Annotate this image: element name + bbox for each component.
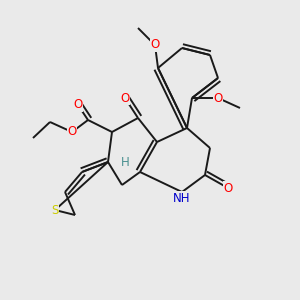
Text: O: O: [224, 182, 232, 194]
Text: O: O: [74, 98, 82, 112]
Text: NH: NH: [173, 191, 191, 205]
Text: O: O: [120, 92, 130, 104]
Text: S: S: [51, 203, 59, 217]
Text: O: O: [213, 92, 223, 104]
Text: O: O: [150, 38, 160, 52]
Text: O: O: [68, 125, 76, 139]
Text: H: H: [121, 155, 129, 169]
